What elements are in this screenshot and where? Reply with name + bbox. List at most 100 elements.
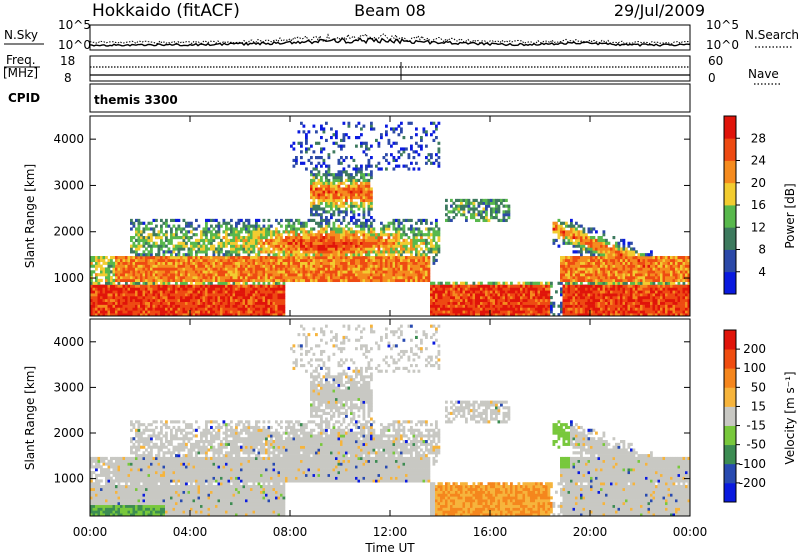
power-cell [205, 287, 208, 291]
power-cell [377, 273, 381, 277]
power-cell [327, 267, 331, 271]
power-cell [507, 313, 511, 317]
power-cell [570, 304, 573, 308]
power-cell [575, 267, 578, 271]
power-cell [300, 258, 303, 263]
power-cell [270, 236, 273, 240]
power-cell [262, 287, 266, 291]
power-cell [472, 204, 476, 208]
power-cell [340, 236, 343, 240]
power-cell [335, 141, 338, 145]
power-cell [255, 261, 258, 265]
power-cell [207, 313, 211, 317]
power-cell [395, 218, 398, 223]
power-cell [187, 296, 191, 300]
power-cell [262, 301, 266, 305]
power-cell [280, 264, 283, 268]
power-cell [362, 190, 366, 194]
power-cell [342, 238, 346, 243]
power-cell [252, 273, 256, 277]
power-cell [482, 218, 486, 223]
power-cell [507, 213, 511, 217]
power-cell [175, 256, 178, 260]
power-cell [195, 267, 198, 271]
power-cell [580, 261, 583, 265]
power-cell [320, 276, 323, 280]
power-cell [282, 298, 286, 303]
power-cell [340, 190, 343, 194]
power-cell [522, 298, 526, 303]
power-cell [107, 284, 111, 288]
power-cell [415, 244, 418, 248]
power-cell [485, 218, 488, 223]
power-cell [100, 273, 103, 277]
power-cell [260, 276, 263, 280]
power-cell [132, 236, 136, 240]
power-cell [155, 301, 158, 305]
power-cell [237, 238, 241, 243]
power-cell [165, 293, 168, 297]
power-cell [192, 307, 196, 311]
power-cell [150, 293, 153, 297]
power-cell [115, 278, 118, 283]
power-cell [537, 281, 541, 285]
power-cell [252, 244, 256, 248]
power-cell [470, 201, 473, 205]
power-cell [527, 281, 531, 285]
power-cell [340, 258, 343, 263]
power-cell [442, 296, 446, 300]
power-cell [157, 301, 161, 305]
power-cell [115, 290, 118, 294]
power-cell [412, 230, 416, 234]
power-cell [312, 184, 316, 188]
power-cell [250, 278, 253, 283]
power-cell [342, 270, 346, 274]
power-cell [575, 230, 578, 234]
power-cell [252, 296, 256, 300]
power-cell [450, 284, 453, 288]
power-cell [370, 276, 373, 280]
power-cell [160, 224, 163, 228]
power-cell [590, 273, 593, 277]
power-cell [95, 276, 98, 280]
power-cell [210, 218, 213, 223]
power-cell [350, 193, 353, 197]
power-cell [250, 301, 253, 305]
power-cell [250, 238, 253, 243]
power-cell [152, 278, 156, 283]
power-cell [560, 281, 563, 285]
power-cell [420, 258, 423, 263]
power-cell [427, 250, 431, 254]
power-cell [380, 167, 383, 171]
power-cell [502, 287, 506, 291]
power-cell [367, 238, 371, 243]
power-cell [320, 216, 323, 220]
power-cell [432, 304, 436, 308]
power-cell [262, 278, 266, 283]
power-cell [575, 310, 578, 314]
power-cell [105, 313, 108, 317]
power-cell [320, 207, 323, 211]
power-cell [370, 278, 373, 283]
power-cell [412, 247, 416, 251]
power-cell [482, 304, 486, 308]
power-cell [177, 253, 181, 257]
power-cell [292, 233, 296, 237]
power-cell [582, 298, 586, 303]
power-cell [362, 184, 366, 188]
power-cell [197, 241, 201, 245]
power-cell [357, 236, 361, 240]
power-cell [112, 313, 116, 317]
power-cell [452, 284, 456, 288]
power-cell [277, 273, 281, 277]
power-cell [407, 273, 411, 277]
power-cell [585, 278, 588, 283]
power-cell [255, 270, 258, 274]
power-cell [297, 218, 301, 223]
power-cell [305, 138, 308, 143]
power-cell [325, 247, 328, 251]
power-cell [307, 261, 311, 265]
power-cell [262, 264, 266, 268]
power-cell [190, 284, 193, 288]
power-cell [477, 201, 481, 205]
